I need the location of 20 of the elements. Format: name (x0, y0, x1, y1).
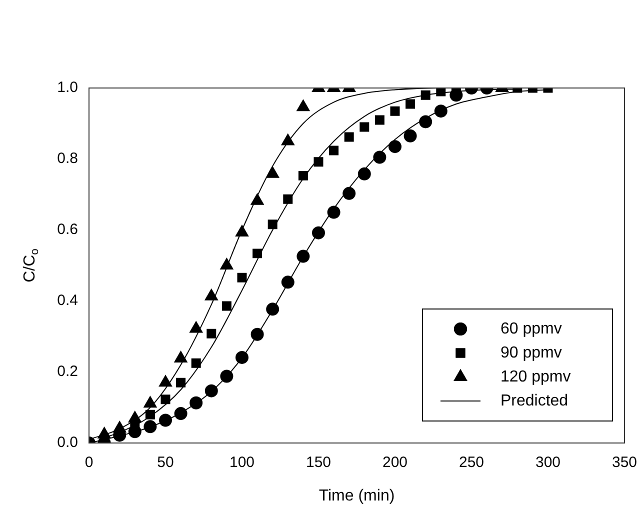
x-tick-label: 300 (535, 454, 561, 472)
x-tick-label: 50 (157, 454, 174, 472)
y-tick-label: 1.0 (57, 79, 78, 96)
x-tick-label: 200 (382, 454, 408, 472)
x-tick-label: 350 (612, 454, 637, 472)
legend-label: 120 ppmv (500, 368, 571, 386)
legend-label: Predicted (500, 392, 568, 410)
y-tick-label: 0.4 (57, 292, 78, 310)
x-tick-label: 250 (458, 454, 484, 472)
y-tick-label: 0.0 (57, 434, 78, 452)
y-tick-label: 0.6 (57, 221, 78, 238)
x-tick-label: 100 (229, 454, 255, 472)
y-axis-title: C/Co (21, 248, 41, 282)
x-tick-label: 150 (306, 454, 332, 472)
legend-label: 90 ppmv (500, 344, 562, 362)
legend-label: 60 ppmv (500, 320, 562, 338)
x-tick-label: 0 (84, 454, 94, 472)
y-tick-label: 0.2 (57, 363, 78, 380)
x-axis-title: Time (min) (318, 487, 395, 504)
y-tick-label: 0.8 (57, 150, 78, 168)
